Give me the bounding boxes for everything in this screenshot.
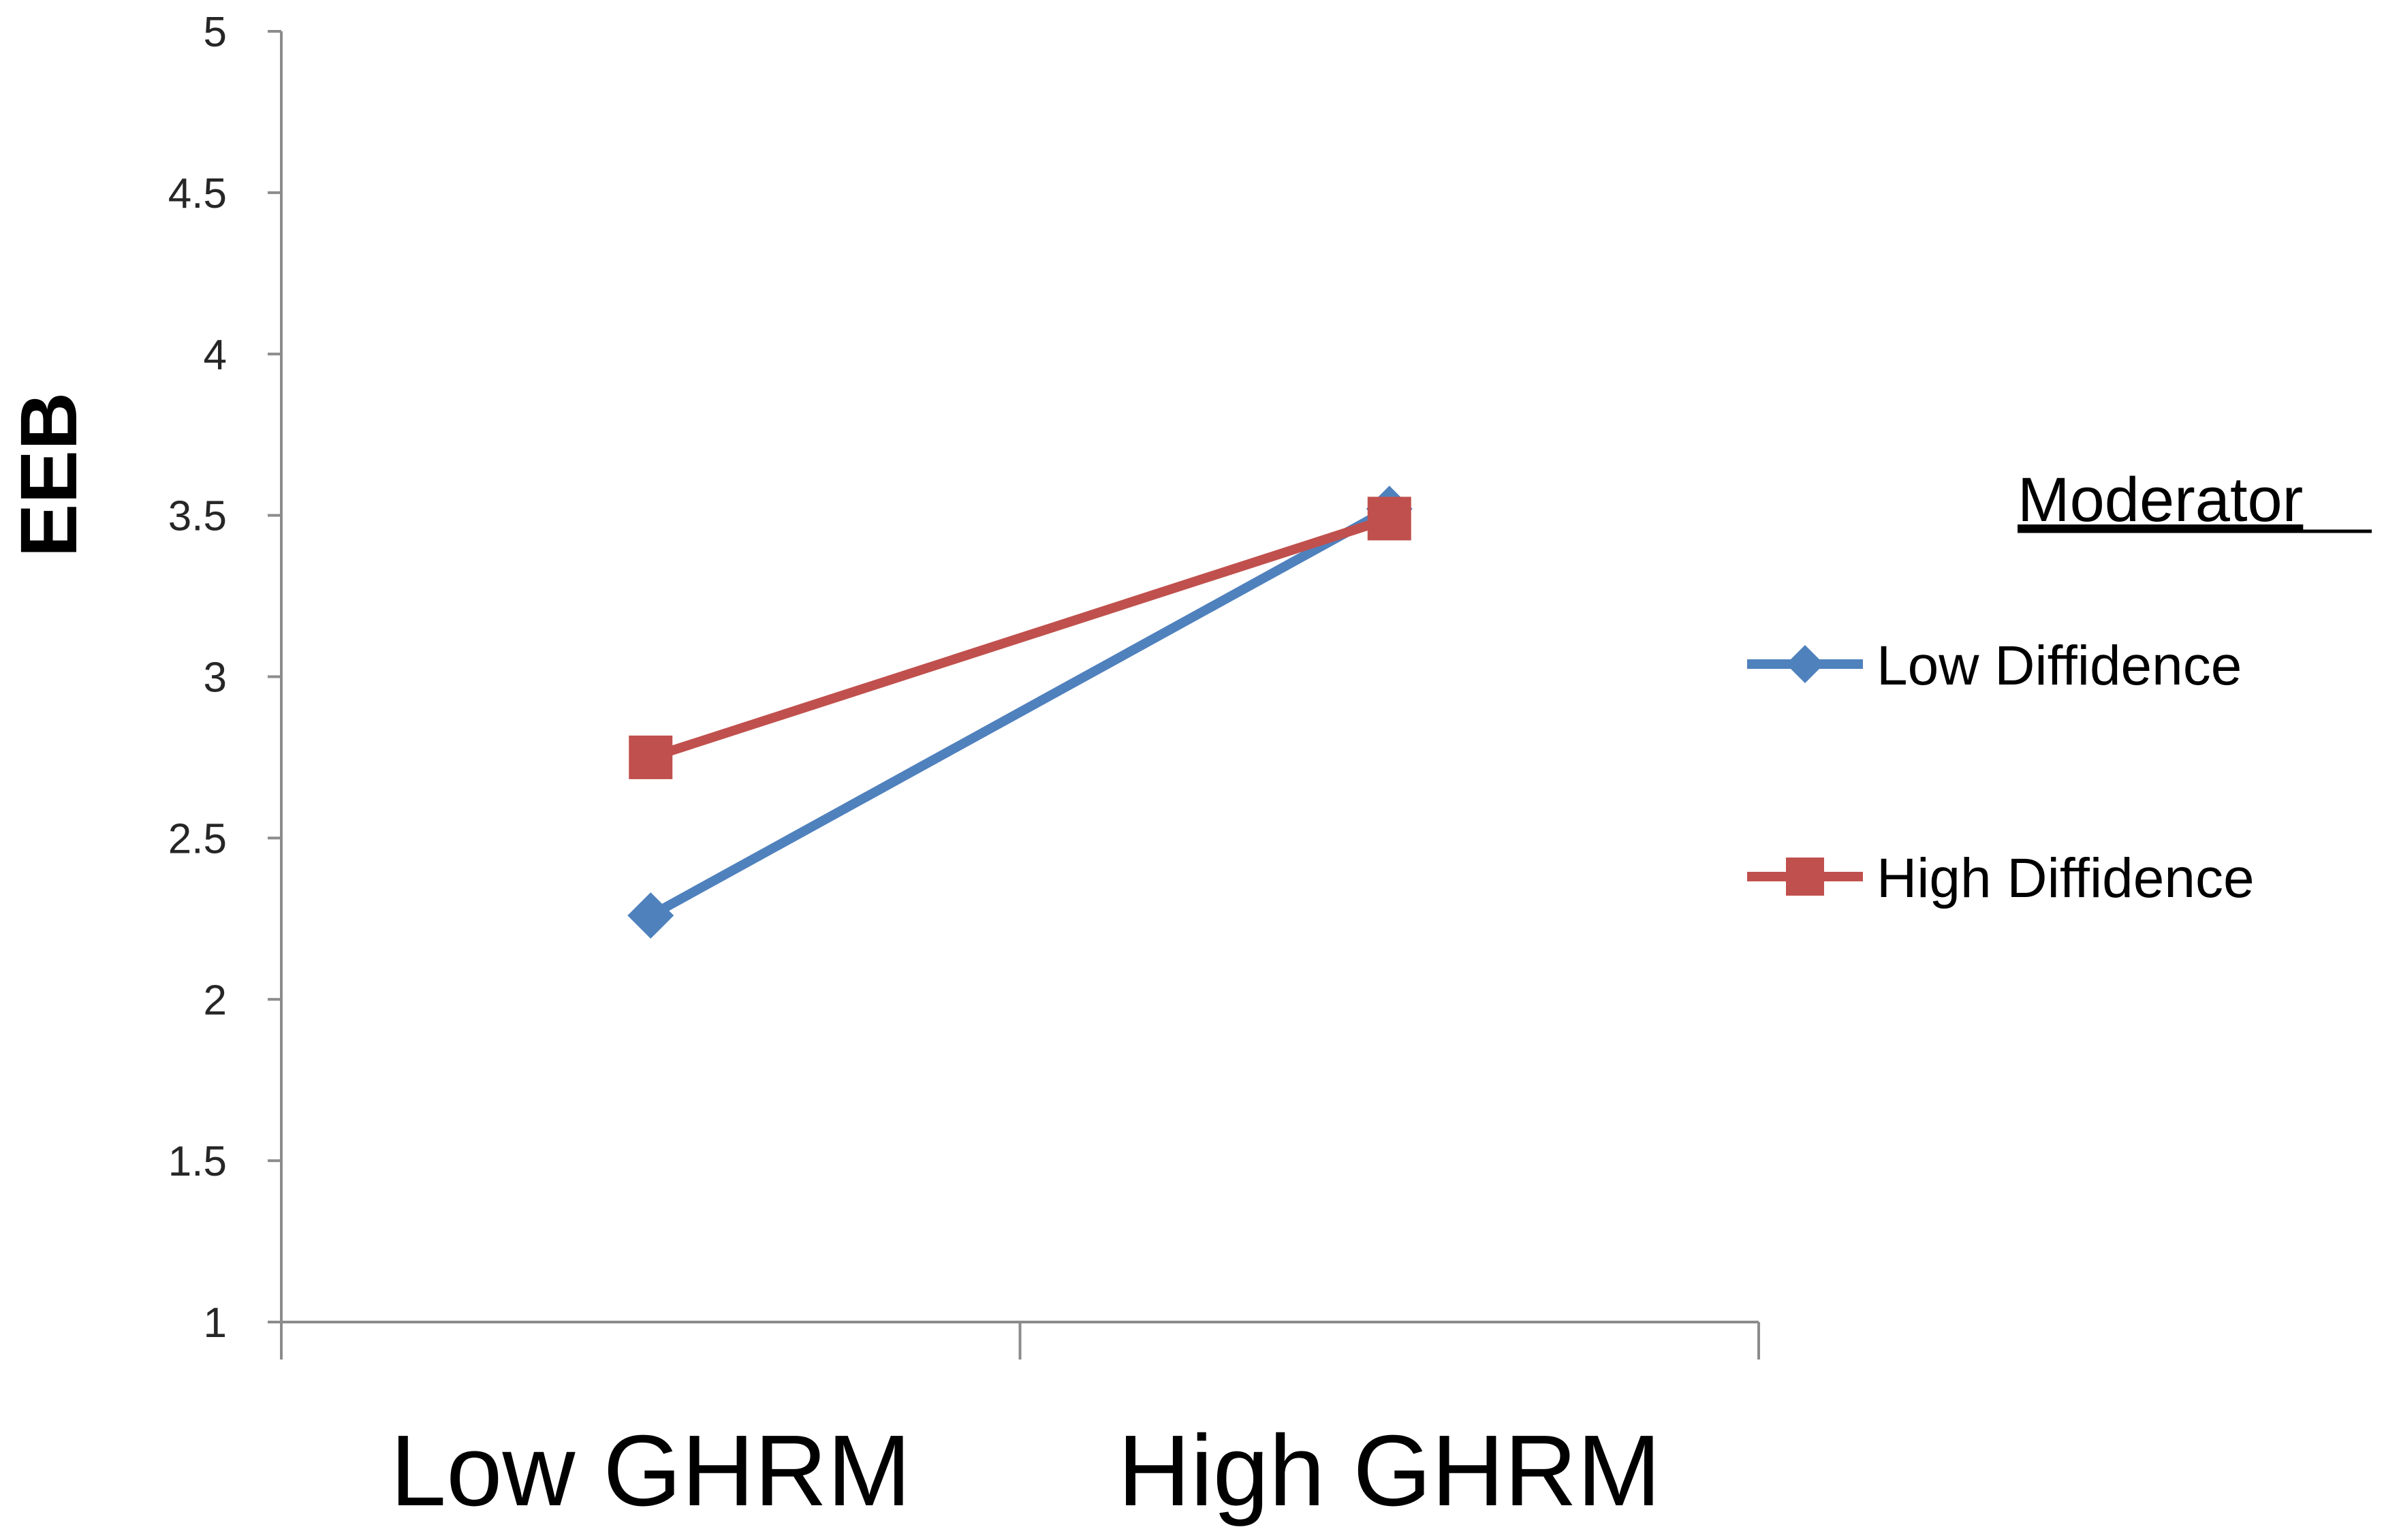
- y-axis-label: EEB: [4, 392, 94, 558]
- series-layer: [627, 486, 1413, 939]
- series-line: [649, 514, 1391, 762]
- y-tick-label: 3: [204, 655, 227, 702]
- legend: Moderator Low Diffidence High Diffidence: [1747, 465, 2372, 909]
- data-point: [629, 735, 673, 779]
- y-tick-label: 3.5: [168, 493, 227, 540]
- axes: 1 1.5 2 2.5 3 3.5 4 4.5 5: [168, 9, 1760, 1360]
- data-point: [627, 892, 674, 939]
- y-tick-label: 1: [204, 1300, 227, 1347]
- x-category-label: High GHRM: [1118, 1415, 1661, 1527]
- legend-label: Low Diffidence: [1877, 635, 2242, 697]
- legend-marker: [1786, 645, 1824, 683]
- legend-label: High Diffidence: [1877, 847, 2255, 909]
- series-2: [629, 497, 1411, 779]
- data-point: [1367, 497, 1411, 541]
- x-category-label: Low GHRM: [390, 1415, 911, 1527]
- y-tick-label: 2.5: [168, 815, 227, 862]
- legend-title: Moderator: [2018, 465, 2303, 535]
- legend-entry: Low Diffidence: [1747, 635, 2242, 697]
- x-axis-category-labels: Low GHRM High GHRM: [390, 1415, 1661, 1527]
- legend-entry: High Diffidence: [1747, 847, 2255, 909]
- y-tick-label: 1.5: [168, 1138, 227, 1185]
- y-axis-ticks: 1 1.5 2 2.5 3 3.5 4 4.5 5: [168, 9, 281, 1347]
- x-axis-ticks: [280, 1322, 1760, 1360]
- y-tick-label: 4: [204, 332, 227, 379]
- series-line: [648, 505, 1392, 920]
- y-tick-label: 2: [204, 977, 227, 1024]
- legend-marker: [1786, 858, 1824, 896]
- y-tick-label: 4.5: [168, 170, 227, 217]
- y-tick-label: 5: [204, 9, 227, 56]
- legend-entries: Low Diffidence High Diffidence: [1747, 635, 2255, 909]
